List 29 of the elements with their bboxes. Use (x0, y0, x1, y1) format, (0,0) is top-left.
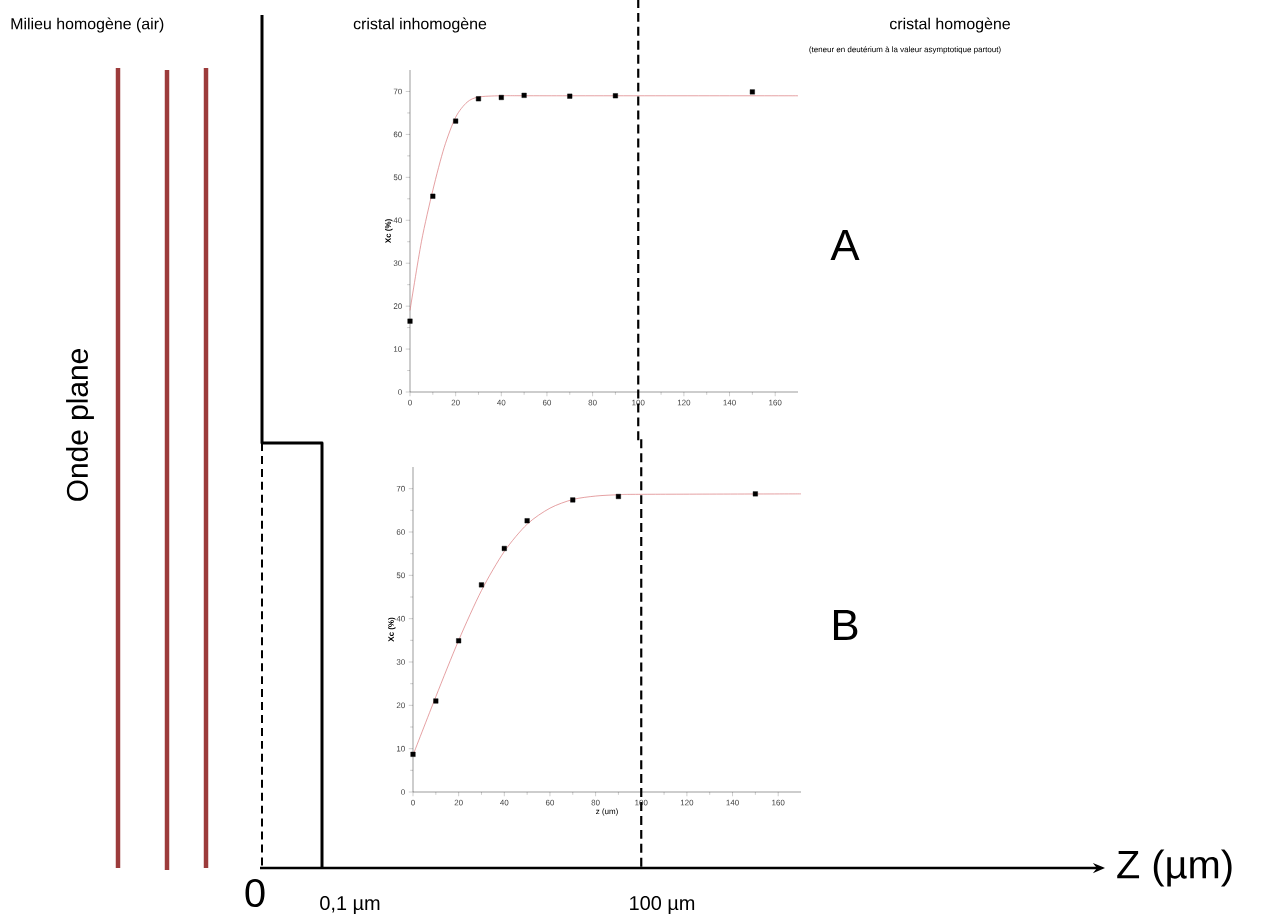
point (570, 497, 576, 503)
text: 0,1 µm (320, 895, 380, 915)
text: A (830, 229, 860, 261)
point (524, 518, 530, 524)
point (612, 93, 618, 99)
point (453, 118, 459, 124)
text: 100 µm (630, 895, 695, 915)
point (410, 751, 416, 757)
point (407, 318, 413, 324)
text: cristal homogène (889, 17, 1010, 33)
point (433, 698, 439, 704)
point (521, 92, 527, 98)
point (498, 94, 504, 100)
point (430, 193, 436, 199)
point (478, 582, 484, 588)
text: Z (µm) (1117, 849, 1232, 887)
point (749, 89, 755, 95)
point (456, 638, 462, 644)
text: 0 (245, 878, 265, 908)
text: Onde plane (66, 349, 94, 501)
text: Milieu homogène (air) (11, 17, 164, 33)
point (475, 96, 481, 102)
text: cristal inhomogène (353, 17, 487, 33)
point (615, 493, 621, 499)
point (501, 545, 507, 551)
point (567, 93, 573, 99)
line-series (409, 95, 799, 311)
text: B (833, 609, 858, 641)
point (752, 491, 758, 497)
